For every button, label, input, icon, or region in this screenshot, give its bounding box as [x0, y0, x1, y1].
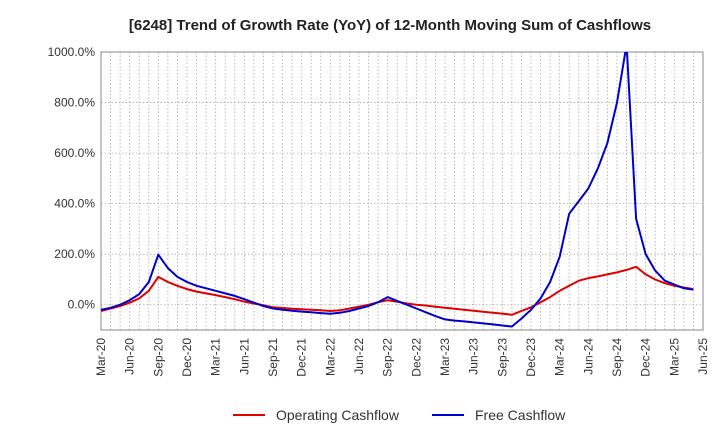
- y-tick-label: 800.0%: [54, 96, 95, 110]
- series-line-free-cashflow: [101, 52, 694, 328]
- legend: Operating Cashflow Free Cashflow: [233, 407, 566, 423]
- x-tick-label: Jun-23: [467, 338, 481, 375]
- x-tick-label: Dec-21: [295, 338, 309, 377]
- x-tick-label: Mar-25: [667, 338, 681, 376]
- x-tick-label: Dec-20: [180, 338, 194, 377]
- axes: 0.0% 200.0% 400.0% 600.0% 800.0% 1000.0% Mar-2…: [48, 45, 710, 377]
- x-tick-label: Jun-24: [581, 338, 595, 375]
- x-tick-label: Sep-22: [381, 338, 395, 377]
- y-tick-label: 200.0%: [54, 247, 95, 261]
- y-tick-label: 0.0%: [68, 298, 96, 312]
- x-tick-label: Jun-25: [696, 338, 710, 375]
- x-tick-label: Sep-23: [495, 338, 509, 377]
- y-tick-label: 400.0%: [54, 197, 95, 211]
- x-tick-label: Sep-24: [610, 338, 624, 377]
- grid: [100, 51, 704, 330]
- x-tick-label: Sep-21: [266, 338, 280, 377]
- y-tick-label: 600.0%: [54, 146, 95, 160]
- legend-label: Operating Cashflow: [276, 407, 400, 423]
- x-tick-label: Sep-20: [151, 338, 165, 377]
- chart-title: [6248] Trend of Growth Rate (YoY) of 12-…: [129, 17, 651, 34]
- x-tick-label: Mar-23: [438, 338, 452, 376]
- x-tick-label: Jun-22: [352, 338, 366, 375]
- x-tick-label: Dec-23: [524, 338, 538, 377]
- series-layer: [101, 52, 694, 328]
- x-tick-label: Mar-22: [323, 338, 337, 376]
- legend-label: Free Cashflow: [475, 407, 566, 423]
- x-tick-label: Dec-22: [409, 338, 423, 377]
- plot-frame: [100, 51, 704, 331]
- x-tick-label: Jun-20: [123, 338, 137, 375]
- y-tick-label: 1000.0%: [48, 45, 96, 59]
- x-tick-label: Mar-24: [553, 338, 567, 376]
- x-tick-label: Mar-21: [209, 338, 223, 376]
- x-tick-label: Dec-24: [639, 338, 653, 377]
- x-tick-label: Jun-21: [237, 338, 251, 375]
- x-tick-label: Mar-20: [94, 338, 108, 376]
